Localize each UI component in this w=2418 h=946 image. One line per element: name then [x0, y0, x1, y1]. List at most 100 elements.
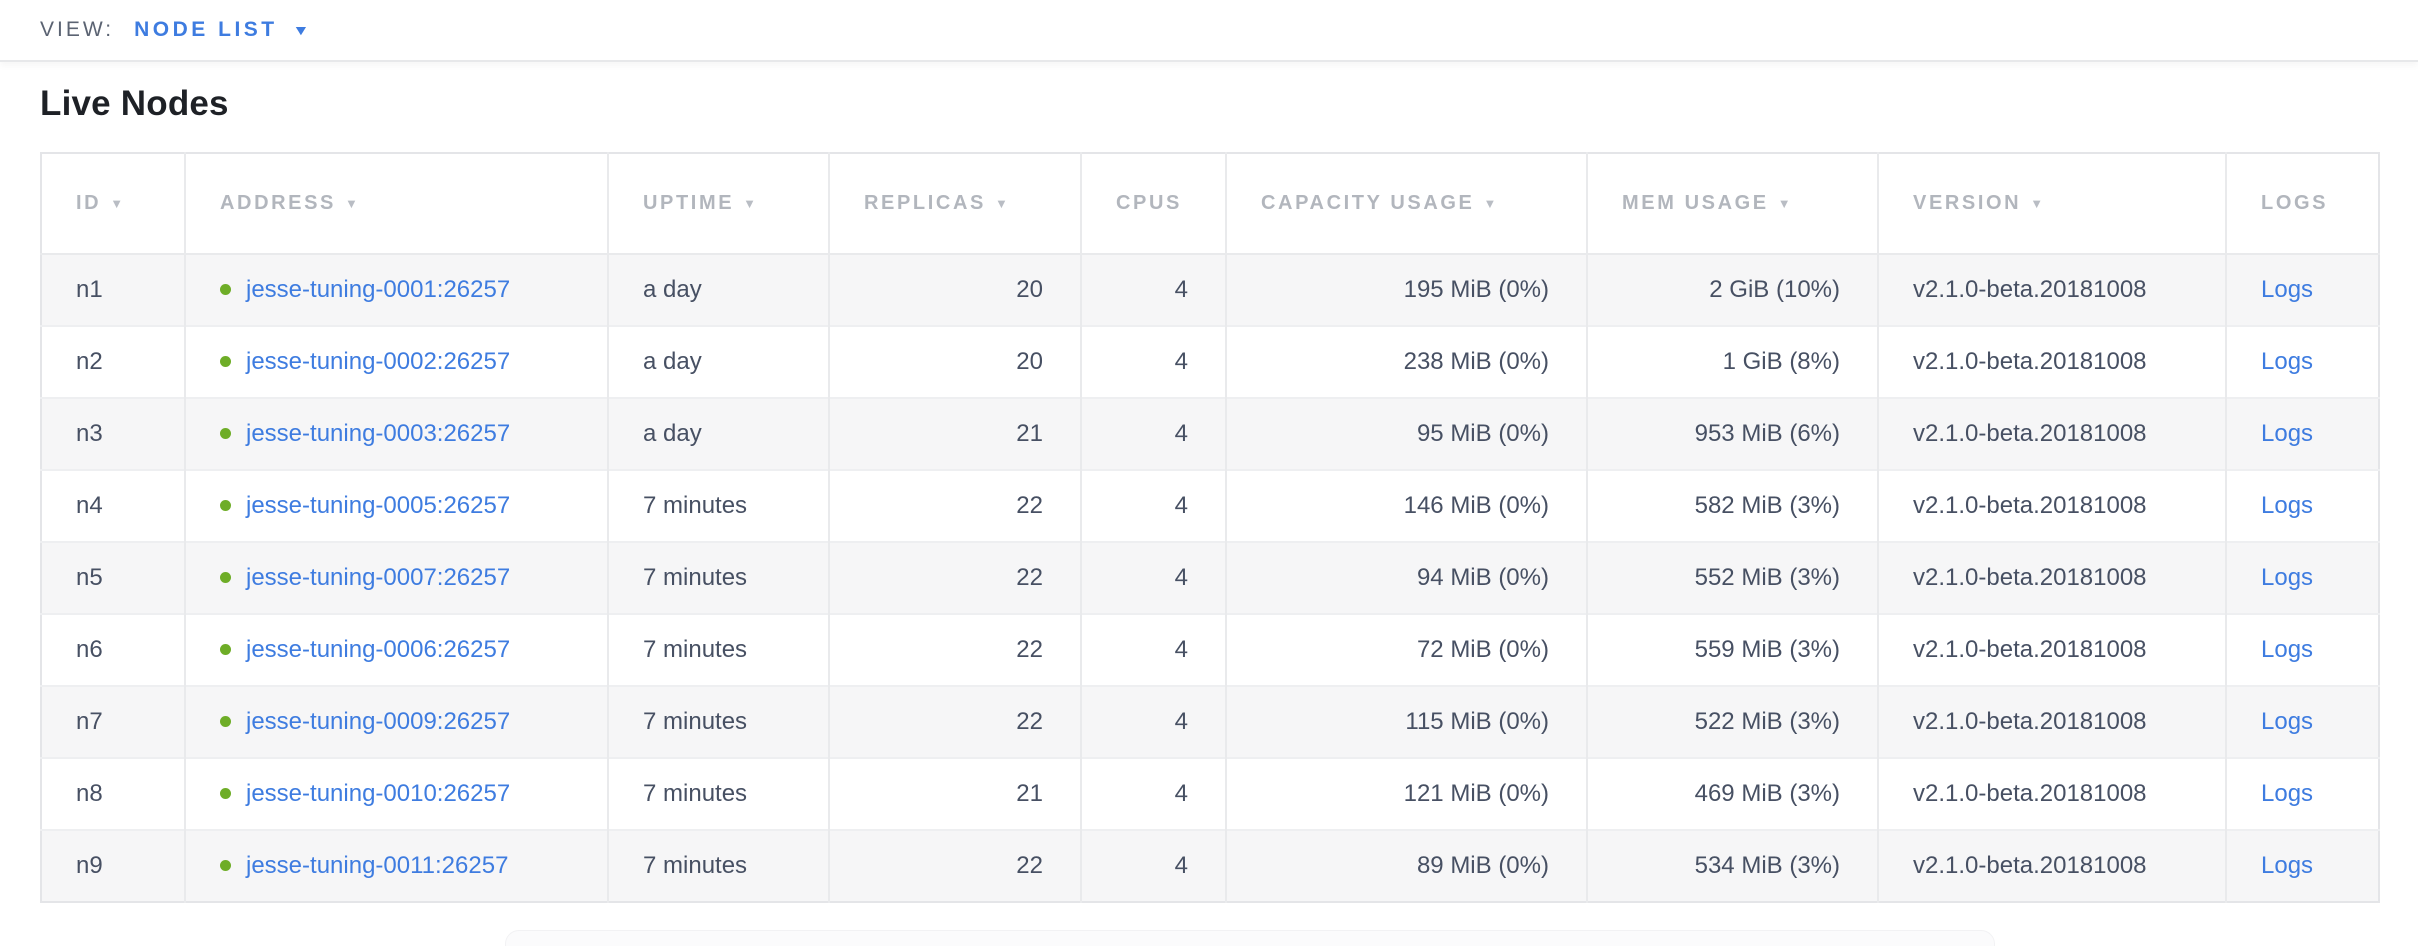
view-selected-value: NODE LIST [134, 18, 278, 41]
node-address-link[interactable]: jesse-tuning-0001:26257 [246, 276, 511, 303]
node-logs-link[interactable]: Logs [2261, 420, 2314, 447]
view-selector-dropdown[interactable]: NODE LIST ▼ [134, 18, 309, 42]
node-healthy-dot-icon [220, 788, 231, 799]
sort-desc-icon: ▼ [1483, 196, 1499, 211]
cell-version: v2.1.0-beta.20181008 [1877, 541, 2226, 614]
page-title: Live Nodes [40, 84, 229, 123]
cell-id: n2 [41, 325, 185, 398]
node-address-link[interactable]: jesse-tuning-0002:26257 [246, 348, 511, 375]
node-address-link[interactable]: jesse-tuning-0009:26257 [246, 708, 511, 735]
node-logs-link[interactable]: Logs [2261, 636, 2314, 663]
node-address-link[interactable]: jesse-tuning-0006:26257 [246, 636, 511, 663]
cell-version: v2.1.0-beta.20181008 [1877, 469, 2226, 542]
cell-version: v2.1.0-beta.20181008 [1877, 325, 2226, 398]
cell-id: n8 [41, 757, 185, 830]
cell-version: v2.1.0-beta.20181008 [1877, 685, 2226, 758]
cell-mem: 552 MiB (3%) [1586, 541, 1878, 614]
cell-replicas: 22 [828, 613, 1081, 686]
cell-address: jesse-tuning-0002:26257 [184, 325, 608, 398]
cell-cpus: 4 [1080, 829, 1226, 902]
node-logs-link[interactable]: Logs [2261, 492, 2314, 519]
node-logs-link[interactable]: Logs [2261, 708, 2314, 735]
table-header: ID ▼ ADDRESS ▼ UPTIME ▼ REPLICAS ▼ CPUS CAPACITY … [41, 153, 2379, 255]
node-logs-link[interactable]: Logs [2261, 348, 2314, 375]
column-header-label: ADDRESS [220, 192, 336, 214]
node-logs-link[interactable]: Logs [2261, 276, 2314, 303]
cell-uptime: a day [607, 325, 829, 398]
cell-logs: Logs [2225, 757, 2379, 830]
cell-replicas: 22 [828, 685, 1081, 758]
cell-version: v2.1.0-beta.20181008 [1877, 613, 2226, 686]
node-address-link[interactable]: jesse-tuning-0005:26257 [246, 492, 511, 519]
live-nodes-section: Live Nodes ID ▼ ADDRESS ▼ UPTIME ▼ REPLICAS ▼ CP… [0, 62, 2418, 903]
cell-uptime: 7 minutes [607, 469, 829, 542]
sort-desc-icon: ▼ [2030, 196, 2046, 211]
sort-desc-icon: ▼ [110, 196, 126, 211]
cell-capacity: 94 MiB (0%) [1225, 541, 1587, 614]
live-nodes-table: ID ▼ ADDRESS ▼ UPTIME ▼ REPLICAS ▼ CPUS CAPACITY … [40, 152, 2380, 903]
cell-version: v2.1.0-beta.20181008 [1877, 253, 2226, 326]
table-header-row: ID ▼ ADDRESS ▼ UPTIME ▼ REPLICAS ▼ CPUS CAPACITY … [41, 153, 2379, 255]
cell-address: jesse-tuning-0003:26257 [184, 397, 608, 470]
table-row: n8 jesse-tuning-0010:26257 7 minutes 21 4 121… [41, 757, 2379, 830]
cell-replicas: 22 [828, 541, 1081, 614]
column-header-label: ID [76, 192, 102, 214]
cell-version: v2.1.0-beta.20181008 [1877, 829, 2226, 902]
cell-id: n1 [41, 253, 185, 326]
node-address-link[interactable]: jesse-tuning-0011:26257 [246, 852, 509, 879]
cell-mem: 582 MiB (3%) [1586, 469, 1878, 542]
cell-id: n3 [41, 397, 185, 470]
cell-logs: Logs [2225, 325, 2379, 398]
sort-desc-icon: ▼ [345, 196, 361, 211]
cell-logs: Logs [2225, 397, 2379, 470]
table-row: n9 jesse-tuning-0011:26257 7 minutes 22 4 89 … [41, 829, 2379, 902]
node-healthy-dot-icon [220, 716, 231, 727]
cell-mem: 522 MiB (3%) [1586, 685, 1878, 758]
column-header-replicas[interactable]: REPLICAS ▼ [828, 153, 1081, 255]
cell-address: jesse-tuning-0009:26257 [184, 685, 608, 758]
node-healthy-dot-icon [220, 500, 231, 511]
node-healthy-dot-icon [220, 356, 231, 367]
column-header-address[interactable]: ADDRESS ▼ [184, 153, 608, 255]
cell-id: n4 [41, 469, 185, 542]
cell-capacity: 95 MiB (0%) [1225, 397, 1587, 470]
cell-replicas: 21 [828, 397, 1081, 470]
column-header-label: REPLICAS [864, 192, 986, 214]
cell-logs: Logs [2225, 469, 2379, 542]
cell-mem: 534 MiB (3%) [1586, 829, 1878, 902]
bottom-panel-edge [505, 930, 1995, 946]
column-header-uptime[interactable]: UPTIME ▼ [607, 153, 829, 255]
cell-cpus: 4 [1080, 541, 1226, 614]
cell-logs: Logs [2225, 829, 2379, 902]
cell-replicas: 21 [828, 757, 1081, 830]
cell-uptime: 7 minutes [607, 613, 829, 686]
node-address-link[interactable]: jesse-tuning-0003:26257 [246, 420, 511, 447]
column-header-id[interactable]: ID ▼ [41, 153, 185, 255]
table-body: n1 jesse-tuning-0001:26257 a day 20 4 195 MiB… [41, 253, 2379, 902]
node-address-link[interactable]: jesse-tuning-0007:26257 [246, 564, 511, 591]
node-logs-link[interactable]: Logs [2261, 564, 2314, 591]
cell-cpus: 4 [1080, 253, 1226, 326]
node-logs-link[interactable]: Logs [2261, 852, 2314, 879]
cell-mem: 1 GiB (8%) [1586, 325, 1878, 398]
column-header-cpus: CPUS [1080, 153, 1226, 255]
cell-version: v2.1.0-beta.20181008 [1877, 397, 2226, 470]
cell-uptime: a day [607, 253, 829, 326]
node-address-link[interactable]: jesse-tuning-0010:26257 [246, 780, 511, 807]
cell-uptime: 7 minutes [607, 541, 829, 614]
cell-cpus: 4 [1080, 325, 1226, 398]
column-header-mem[interactable]: MEM USAGE ▼ [1586, 153, 1878, 255]
node-logs-link[interactable]: Logs [2261, 780, 2314, 807]
column-header-version[interactable]: VERSION ▼ [1877, 153, 2226, 255]
cell-capacity: 121 MiB (0%) [1225, 757, 1587, 830]
node-healthy-dot-icon [220, 284, 231, 295]
cell-mem: 953 MiB (6%) [1586, 397, 1878, 470]
cell-address: jesse-tuning-0005:26257 [184, 469, 608, 542]
column-header-capacity[interactable]: CAPACITY USAGE ▼ [1225, 153, 1587, 255]
cell-id: n6 [41, 613, 185, 686]
cell-logs: Logs [2225, 613, 2379, 686]
cell-address: jesse-tuning-0001:26257 [184, 253, 608, 326]
table-row: n3 jesse-tuning-0003:26257 a day 21 4 95 MiB … [41, 397, 2379, 470]
cell-replicas: 22 [828, 829, 1081, 902]
cell-mem: 559 MiB (3%) [1586, 613, 1878, 686]
